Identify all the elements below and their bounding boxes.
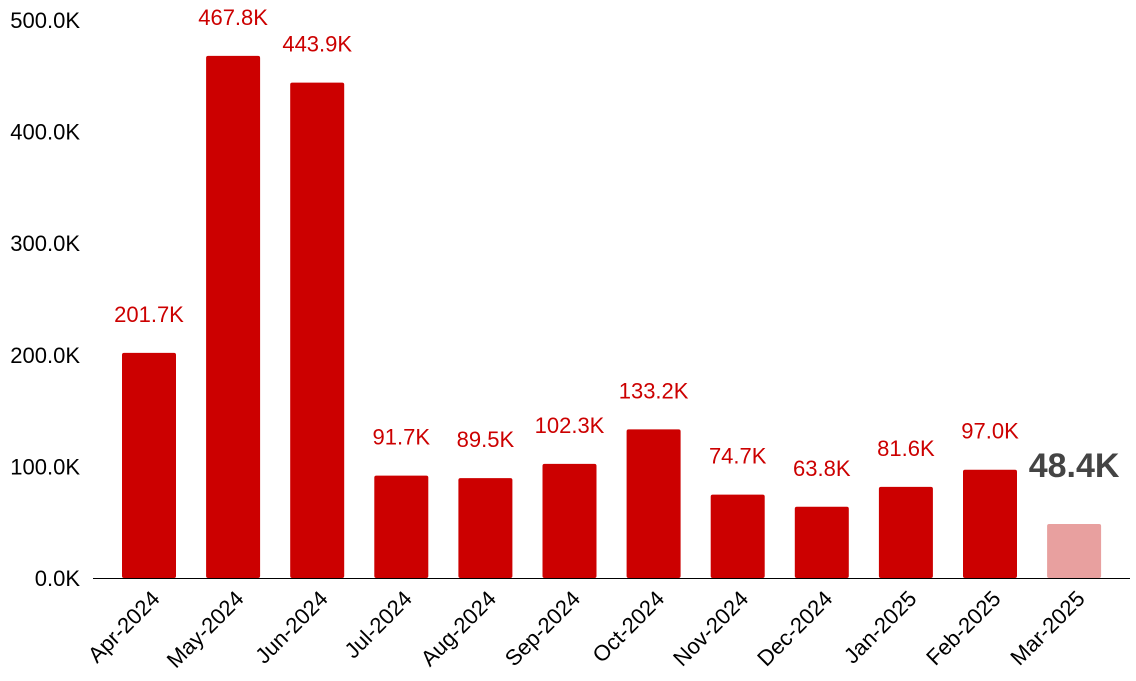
data-label-dec-2024: 63.8K [793, 456, 851, 481]
x-tick-label: Aug-2024 [416, 586, 501, 671]
bars [122, 55, 1102, 579]
data-label-apr-2024: 201.7K [114, 302, 184, 327]
bar-jan-2025 [878, 486, 933, 578]
y-tick-label: 500.0K [10, 8, 80, 33]
bar-apr-2024 [122, 352, 176, 578]
data-label-feb-2025: 97.0K [961, 419, 1019, 444]
data-label-jun-2024: 443.9K [282, 32, 352, 57]
bar-may-2024 [206, 55, 261, 579]
x-tick-label: Jun-2024 [250, 586, 333, 669]
x-tick-label: Mar-2025 [1005, 586, 1089, 670]
data-label-aug-2024: 89.5K [457, 427, 515, 452]
bar-aug-2024 [458, 478, 513, 578]
bar-oct-2024 [626, 429, 681, 578]
data-label-mar-2025: 48.4K [1029, 447, 1120, 485]
data-label-oct-2024: 133.2K [619, 378, 689, 403]
y-tick-label: 400.0K [10, 120, 80, 145]
bar-jun-2024 [290, 82, 345, 578]
bar-dec-2024 [794, 506, 849, 578]
data-label-jan-2025: 81.6K [877, 436, 935, 461]
data-label-sep-2024: 102.3K [535, 413, 605, 438]
x-tick-label: Oct-2024 [587, 586, 669, 668]
y-tick-label: 100.0K [10, 454, 80, 479]
x-tick-label: Jul-2024 [339, 586, 416, 663]
bar-sep-2024 [542, 463, 597, 578]
x-tick-label: Sep-2024 [500, 586, 585, 671]
bar-feb-2025 [963, 469, 1017, 578]
data-label-may-2024: 467.8K [198, 5, 268, 30]
bar-jul-2024 [374, 475, 429, 578]
x-tick-label: Apr-2024 [83, 586, 165, 668]
y-tick-label: 0.0K [35, 566, 81, 591]
x-tick-label: Dec-2024 [752, 586, 837, 671]
bar-mar-2025 [1047, 523, 1102, 578]
y-tick-label: 200.0K [10, 343, 80, 368]
y-axis: 0.0K 100.0K 200.0K 300.0K 400.0K 500.0K [10, 8, 80, 591]
bar-nov-2024 [710, 494, 765, 578]
data-labels: 201.7K 467.8K 443.9K 91.7K 89.5K 102.3K 133.2K… [114, 5, 1120, 485]
data-label-nov-2024: 74.7K [709, 444, 767, 469]
x-tick-label: Nov-2024 [668, 586, 753, 671]
data-label-jul-2024: 91.7K [373, 425, 431, 450]
y-tick-label: 300.0K [10, 231, 80, 256]
x-tick-label: Jan-2025 [839, 586, 922, 669]
x-tick-label: May-2024 [162, 586, 249, 673]
x-tick-label: Feb-2025 [921, 586, 1005, 670]
